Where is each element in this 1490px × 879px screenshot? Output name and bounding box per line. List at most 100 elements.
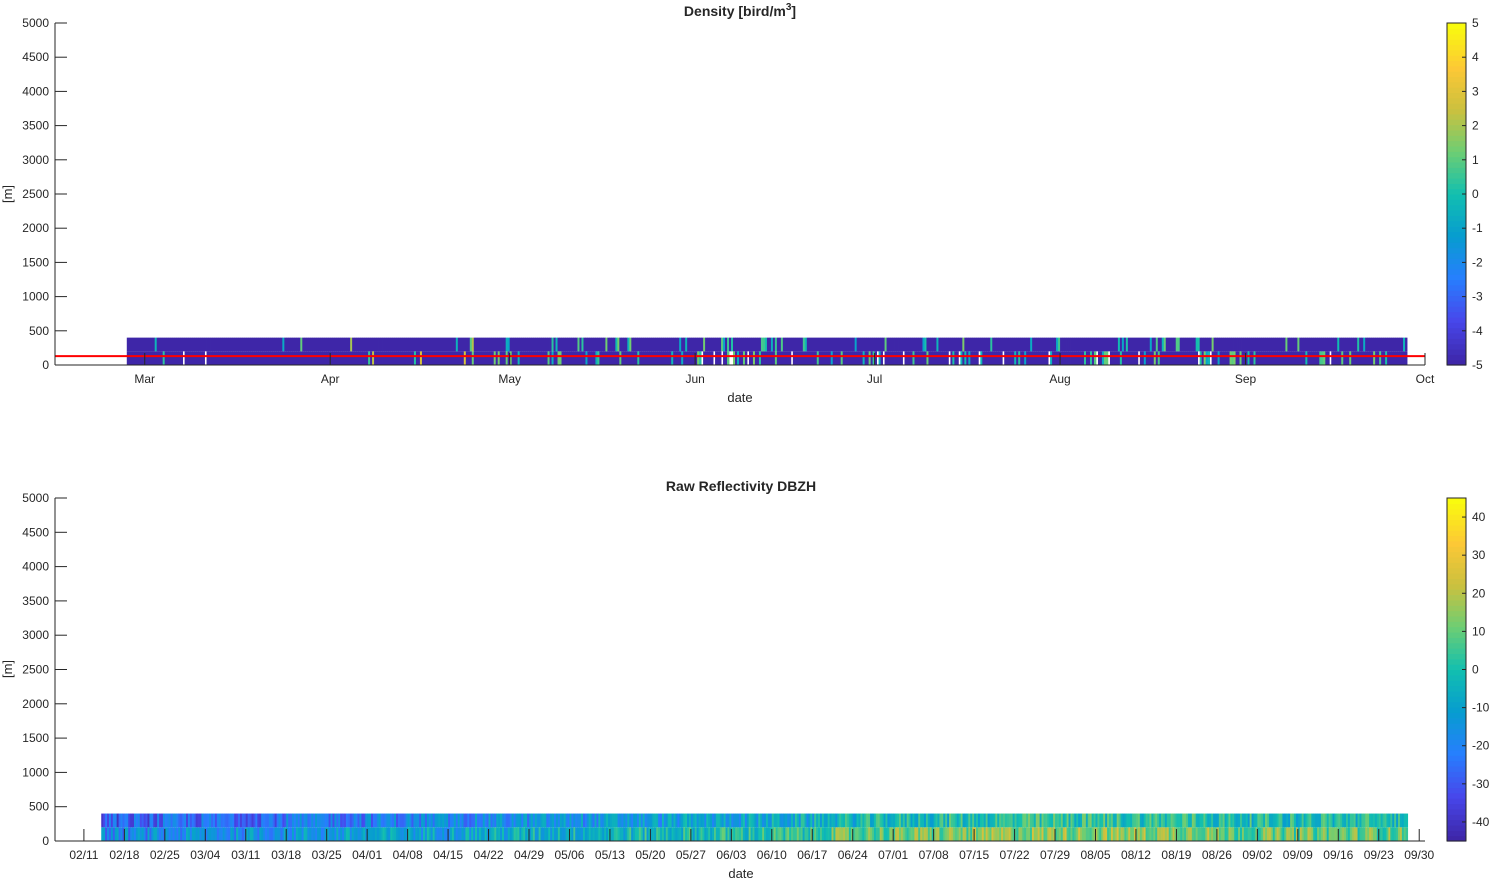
density-cell <box>1173 337 1177 352</box>
colorbar-segment <box>1447 55 1466 61</box>
y-tick-label: 0 <box>42 834 49 848</box>
reflectivity-cell <box>394 827 397 841</box>
reflectivity-cell <box>1135 813 1139 828</box>
reflectivity-cell <box>305 813 308 828</box>
density-cell <box>569 351 572 365</box>
reflectivity-cell <box>238 813 241 828</box>
reflectivity-cell <box>1108 827 1112 841</box>
density-cell <box>264 351 267 365</box>
density-cell <box>356 337 359 352</box>
density-cell <box>1291 351 1294 365</box>
density-cell <box>653 351 656 365</box>
reflectivity-cell <box>168 813 172 828</box>
reflectivity-cell <box>941 813 944 828</box>
reflectivity-cell <box>754 827 757 841</box>
density-cell <box>573 337 576 352</box>
density-cell <box>1375 337 1378 352</box>
reflectivity-cell <box>1286 827 1289 841</box>
reflectivity-cell <box>860 827 863 841</box>
density-cell <box>1163 337 1167 352</box>
reflectivity-cell <box>430 827 434 841</box>
reflectivity-cell <box>114 827 118 841</box>
reflectivity-cell <box>478 813 482 828</box>
reflectivity-cell <box>789 813 792 828</box>
density-cell <box>409 337 413 352</box>
reflectivity-cell <box>178 827 181 841</box>
reflectivity-cell <box>688 813 692 828</box>
reflectivity-cell <box>1145 827 1148 841</box>
reflectivity-cell <box>1384 813 1387 828</box>
density-cell <box>348 351 351 365</box>
density-cell <box>806 337 810 352</box>
x-tick-label: Oct <box>1416 372 1435 386</box>
reflectivity-cell <box>1263 813 1266 828</box>
density-cell <box>376 351 379 365</box>
reflectivity-cell <box>243 827 247 841</box>
density-cell <box>519 351 523 365</box>
density-cell <box>1351 337 1354 352</box>
reflectivity-cell <box>559 813 563 828</box>
reflectivity-cell <box>538 813 541 828</box>
reflectivity-cell <box>1342 827 1345 841</box>
density-cell <box>665 351 668 365</box>
reflectivity-cell <box>1199 827 1202 841</box>
reflectivity-cell <box>1388 827 1391 841</box>
reflectivity-cell <box>130 813 133 828</box>
density-cell <box>252 351 255 365</box>
reflectivity-cell <box>987 813 990 828</box>
density-cell <box>1223 337 1226 352</box>
colorbar-segment <box>1447 167 1466 174</box>
density-cell <box>539 337 542 352</box>
density-cell <box>248 351 251 365</box>
reflectivity-cell <box>478 827 482 841</box>
density-cell <box>290 337 293 352</box>
reflectivity-cell <box>318 813 322 828</box>
reflectivity-cell <box>313 827 316 841</box>
reflectivity-cell <box>991 813 994 828</box>
density-cell <box>750 337 754 352</box>
colorbar-segment <box>1447 119 1466 126</box>
density-cell <box>320 351 323 365</box>
reflectivity-cell <box>1147 813 1150 828</box>
density-cell <box>1267 351 1270 365</box>
density-cell <box>651 351 654 365</box>
reflectivity-cell <box>1317 827 1320 841</box>
reflectivity-cell <box>800 827 804 841</box>
density-cell <box>1231 337 1234 352</box>
density-cell <box>1297 337 1300 352</box>
reflectivity-cell <box>950 813 954 828</box>
x-tick-label: 04/08 <box>393 848 423 862</box>
reflectivity-cell <box>521 827 524 841</box>
reflectivity-cell <box>648 827 651 841</box>
density-cell <box>547 337 550 352</box>
density-cell <box>1141 337 1145 352</box>
reflectivity-cell <box>771 827 775 841</box>
density-cell <box>906 337 909 352</box>
density-cell <box>1125 337 1129 352</box>
reflectivity-cell <box>827 827 830 841</box>
reflectivity-cell <box>317 827 320 841</box>
reflectivity-cell <box>1290 813 1293 828</box>
x-tick-label: 02/25 <box>150 848 180 862</box>
reflectivity-cell <box>1178 813 1181 828</box>
colorbar-tick-label: 40 <box>1472 510 1486 524</box>
reflectivity-cell <box>1197 827 1200 841</box>
reflectivity-cell <box>956 813 960 828</box>
reflectivity-cell <box>613 827 617 841</box>
density-cell <box>386 351 389 365</box>
reflectivity-cell <box>261 827 264 841</box>
reflectivity-cell <box>1319 827 1322 841</box>
reflectivity-cell <box>864 813 867 828</box>
density-cell <box>1269 337 1272 352</box>
reflectivity-cell <box>881 813 884 828</box>
colorbar-segment <box>1447 653 1466 660</box>
reflectivity-cell <box>120 813 123 828</box>
density-cell <box>846 351 850 365</box>
reflectivity-cell <box>1195 813 1199 828</box>
reflectivity-cell <box>236 827 239 841</box>
reflectivity-cell <box>592 813 595 828</box>
density-cell <box>362 351 365 365</box>
reflectivity-cell <box>636 827 640 841</box>
density-cell <box>292 351 295 365</box>
reflectivity-cell <box>195 827 198 841</box>
